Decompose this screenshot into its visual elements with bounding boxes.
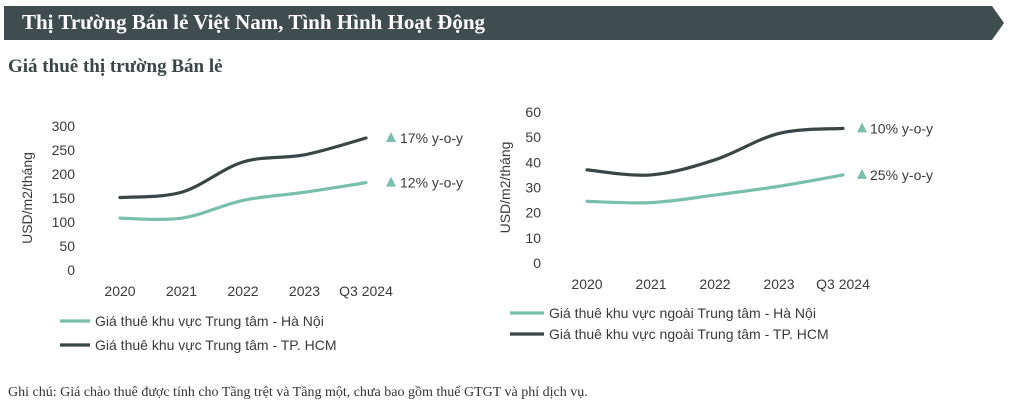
y-tick-label: 100 (52, 214, 76, 230)
y-axis-label: USD/m2/tháng (19, 152, 35, 244)
y-axis-label: USD/m2/tháng (497, 142, 513, 234)
series-annotation: 25% y-o-y (870, 167, 933, 183)
x-tick-label: 2022 (699, 276, 730, 292)
up-arrow-icon (857, 168, 867, 179)
series-annotation: 17% y-o-y (400, 130, 463, 146)
legend-label: Giá thuê khu vực Trung tâm - Hà Nội (95, 313, 324, 329)
x-tick-label: 2022 (227, 283, 258, 299)
x-tick-label: 2020 (571, 276, 602, 292)
x-tick-label: Q3 2024 (816, 276, 870, 292)
y-tick-label: 50 (525, 129, 541, 145)
y-tick-label: 10 (525, 230, 541, 246)
section-title: Giá thuê thị trường Bán lẻ (8, 56, 223, 77)
x-tick-label: Q3 2024 (339, 283, 393, 299)
y-tick-label: 150 (52, 190, 76, 206)
y-tick-label: 0 (533, 255, 541, 271)
x-tick-label: 2021 (635, 276, 666, 292)
legend-label: Giá thuê khu vực Trung tâm - TP. HCM (95, 337, 337, 353)
series-line-hanoi (585, 173, 845, 205)
chart-noncentral-rent: 0 10 20 30 40 50 60 2020 2021 2022 2023 Q3 2024 USD/… (497, 104, 933, 342)
legend-label: Giá thuê khu vực ngoài Trung tâm - TP. H… (549, 326, 829, 342)
up-arrow-icon (386, 132, 396, 142)
x-tick-label: 2023 (763, 276, 794, 292)
x-tick-label: 2020 (104, 283, 135, 299)
footnote: Ghi chú: Giá chào thuê được tính cho Tần… (8, 385, 588, 400)
y-tick-label: 300 (52, 118, 76, 134)
y-tick-label: 40 (525, 154, 541, 170)
banner-background (4, 6, 1004, 40)
series-annotation: 10% y-o-y (870, 120, 933, 136)
y-tick-label: 30 (525, 180, 541, 196)
y-tick-label: 0 (67, 262, 75, 278)
section-banner: Thị Trường Bán lẻ Việt Nam, Tình Hình Ho… (4, 6, 1004, 40)
y-tick-label: 200 (52, 166, 76, 182)
legend-label: Giá thuê khu vực ngoài Trung tâm - Hà Nộ… (549, 305, 816, 321)
y-tick-label: 60 (525, 104, 541, 120)
x-tick-label: 2023 (289, 283, 320, 299)
y-tick-label: 250 (52, 142, 76, 158)
y-tick-label: 50 (59, 238, 75, 254)
series-line-hanoi (118, 181, 368, 222)
banner-title: Thị Trường Bán lẻ Việt Nam, Tình Hình Ho… (22, 10, 485, 34)
up-arrow-icon (386, 176, 396, 187)
chart-central-rent: 0 50 100 150 200 250 300 2020 2021 2022 2023 Q3 202… (19, 118, 463, 353)
y-tick-label: 20 (525, 205, 541, 221)
up-arrow-icon (857, 122, 867, 133)
series-line-hcm (585, 126, 845, 177)
x-tick-label: 2021 (166, 283, 197, 299)
series-line-hcm (118, 136, 368, 200)
series-annotation: 12% y-o-y (400, 175, 463, 191)
